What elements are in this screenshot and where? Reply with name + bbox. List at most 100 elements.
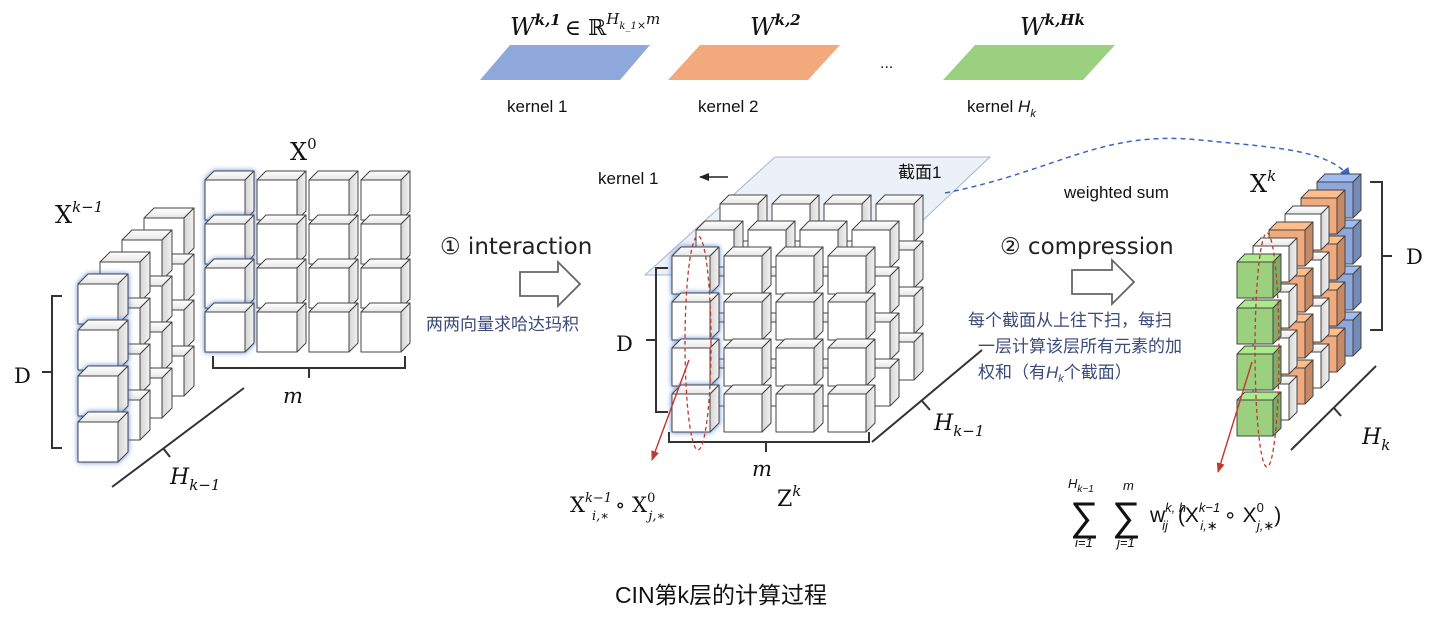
- left-section: Xk−1 X0 D m Hk−1: [14, 135, 411, 494]
- sum2-sigma: ∑: [1112, 495, 1141, 539]
- cube: [77, 365, 129, 417]
- compression-label: ② compression: [1000, 234, 1174, 260]
- x-k-label: Xk: [1250, 167, 1276, 198]
- cube: [775, 292, 824, 341]
- interaction-step: ① interaction 两两向量求哈达玛积: [426, 234, 592, 334]
- cube: [1236, 345, 1282, 391]
- x0-cubes: [204, 170, 411, 353]
- compression-desc-2: 一层计算该层所有元素的加: [978, 337, 1182, 356]
- weighted-sum-formula: Hk−1 ∑ i=1 m ∑ j=1 wk, h ij (Xk−1 i,∗ ∘ X0 j,…: [1068, 476, 1281, 550]
- cube: [827, 292, 876, 341]
- cube: [308, 214, 359, 265]
- kernel-H-label: kernel Hk: [967, 97, 1036, 120]
- cube: [256, 214, 307, 265]
- cube: [204, 170, 255, 221]
- compression-desc-1: 每个截面从上往下扫，每扫: [968, 311, 1172, 330]
- sum-body: wk, h ij (Xk−1 i,∗ ∘ X0 j,∗): [1149, 500, 1281, 533]
- diagram-caption: CIN第k层的计算过程: [615, 582, 827, 608]
- sum1-top: Hk−1: [1068, 476, 1094, 495]
- sum1-sigma: ∑: [1070, 495, 1099, 539]
- cube: [360, 258, 411, 309]
- cube: [360, 214, 411, 265]
- left-d-bracket: [42, 295, 62, 449]
- z-k-cubes: [671, 194, 924, 433]
- x-k-minus-1-cubes: [77, 207, 195, 463]
- cube: [308, 302, 359, 353]
- middle-d-bracket: [646, 267, 668, 413]
- left-h-bracket: [111, 387, 245, 488]
- cube: [77, 411, 129, 463]
- cube: [1236, 299, 1282, 345]
- interaction-desc: 两两向量求哈达玛积: [426, 315, 579, 334]
- cube: [723, 384, 772, 433]
- kernel-ellipsis: ...: [880, 55, 893, 72]
- weighted-sum-arrow: [944, 137, 1352, 194]
- right-h-label: Hk: [1361, 425, 1390, 454]
- kernel-2-formula: Wk,2: [750, 11, 801, 41]
- cube: [256, 170, 307, 221]
- cube: [775, 384, 824, 433]
- cube: [204, 214, 255, 265]
- middle-d-label: D: [616, 332, 633, 356]
- cube: [827, 384, 876, 433]
- middle-section: 截面1 kernel 1 D m Hk−1 Zk Xk−1 i,∗ ∘ X0 j,∗: [570, 156, 992, 524]
- x-k-cubes: [1236, 173, 1362, 437]
- kernel-H-plane: [943, 45, 1115, 80]
- cube: [77, 273, 129, 325]
- cube: [256, 258, 307, 309]
- cube: [775, 338, 824, 387]
- cube: [204, 302, 255, 353]
- cube: [827, 338, 876, 387]
- z-k-label: Zk: [777, 482, 801, 512]
- x0-label: X0: [290, 135, 317, 166]
- cube: [360, 302, 411, 353]
- cube: [671, 338, 720, 387]
- cube: [77, 319, 129, 371]
- cube: [723, 338, 772, 387]
- right-h-bracket: [1290, 365, 1377, 451]
- middle-m-label: m: [752, 457, 772, 481]
- compression-desc-3: 权和（有Hk个截面）: [978, 363, 1132, 385]
- kernel-1-formula: Wk,1 ∈ ℝHk_1×m: [510, 10, 660, 41]
- cube: [671, 246, 720, 295]
- right-d-bracket: [1370, 181, 1392, 331]
- cube: [775, 246, 824, 295]
- cube: [723, 246, 772, 295]
- middle-h-label: Hk−1: [933, 411, 984, 440]
- compression-arrow: [1071, 257, 1136, 307]
- kernel-H-formula: Wk,Hk: [1020, 11, 1085, 41]
- slice-label: 截面1: [898, 163, 941, 182]
- kernel-row: Wk,1 ∈ ℝHk_1×m Wk,2 Wk,Hk ... kernel 1 ke…: [480, 10, 1115, 120]
- kernel-2-label: kernel 2: [698, 97, 758, 116]
- cube: [360, 170, 411, 221]
- cube: [671, 384, 720, 433]
- sum2-top: m: [1123, 478, 1134, 493]
- cube: [827, 246, 876, 295]
- left-h-label: Hk−1: [169, 465, 220, 494]
- weighted-sum-label: weighted sum: [1063, 183, 1169, 202]
- cube: [1236, 253, 1282, 299]
- left-m-label: m: [283, 384, 303, 408]
- cube: [1236, 391, 1282, 437]
- cube: [204, 258, 255, 309]
- cube: [308, 170, 359, 221]
- interaction-label: ① interaction: [440, 234, 592, 260]
- cube: [256, 302, 307, 353]
- interaction-arrow: [519, 259, 582, 309]
- right-red-arrow: [1216, 361, 1253, 473]
- cube: [723, 292, 772, 341]
- middle-h-bracket: [871, 349, 983, 443]
- x-k-minus-1-label: Xk−1: [55, 198, 103, 229]
- right-red-ellipse: [1254, 232, 1280, 468]
- kernel-2-plane: [668, 45, 840, 80]
- right-d-label: D: [1406, 245, 1423, 269]
- middle-red-arrow: [651, 359, 690, 461]
- hadamard-formula: Xk−1 i,∗ ∘ X0 j,∗: [570, 491, 665, 524]
- kernel-1-arrow-label: kernel 1: [598, 169, 658, 188]
- cube: [671, 292, 720, 341]
- left-m-bracket: [212, 356, 406, 378]
- right-section: Xk D Hk Hk−1 ∑ i=1 m ∑ j=1 wk, h ij (Xk−1 i…: [1068, 167, 1423, 550]
- middle-red-ellipse: [684, 235, 712, 451]
- compression-step: weighted sum ② compression 每个截面从上往下扫，每扫 …: [944, 137, 1352, 385]
